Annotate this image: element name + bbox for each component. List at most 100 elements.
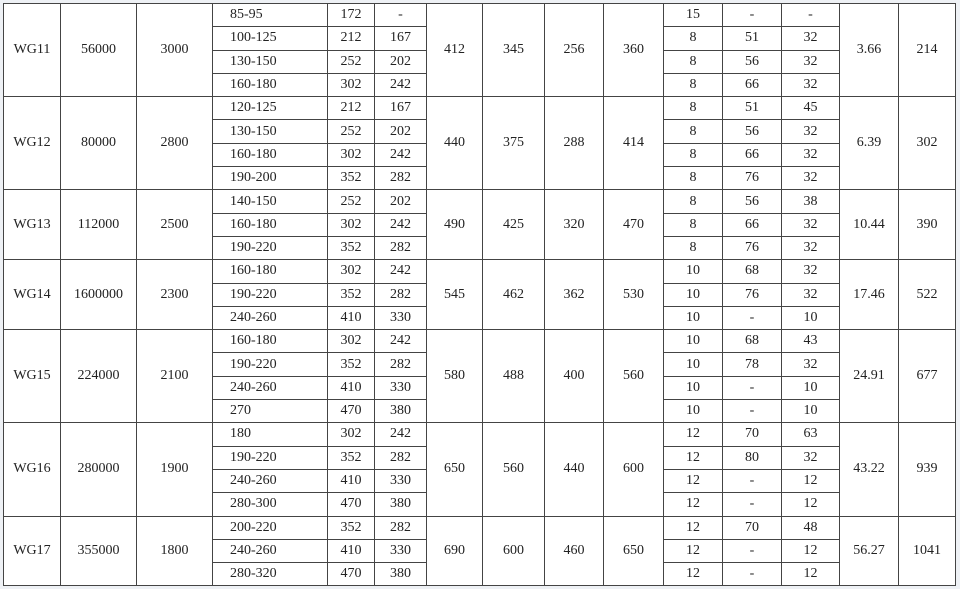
weight-cell: 56.27 — [839, 515, 899, 587]
value-cell: 242 — [374, 329, 427, 354]
value-cell: 202 — [374, 49, 427, 74]
value-cell: 66 — [722, 212, 782, 237]
value-cell: 32 — [781, 212, 840, 237]
value-cell: 12 — [663, 562, 723, 587]
value-cell: 56 — [722, 119, 782, 144]
value-cell: 38 — [781, 189, 840, 214]
value-cell: 15 — [663, 2, 723, 28]
value-cell: 282 — [374, 166, 427, 191]
value-cell: 1041 — [898, 515, 956, 587]
value-cell: - — [722, 538, 782, 564]
value-cell: 330 — [374, 468, 427, 494]
value-cell: 252 — [327, 49, 375, 74]
value-cell: 8 — [663, 189, 723, 214]
value-cell: 677 — [898, 329, 956, 424]
value-cell: 8 — [663, 49, 723, 74]
value-cell: 76 — [722, 235, 782, 261]
value-cell: - — [722, 375, 782, 401]
value-cell: 12 — [663, 422, 723, 447]
dimension-cell: 690 — [426, 515, 483, 587]
dimension-cell: 490 — [426, 189, 483, 261]
value-cell: 212 — [327, 96, 375, 121]
value-cell: 56000 — [60, 2, 137, 98]
value-cell: 302 — [327, 329, 375, 354]
value-cell: 302 — [327, 212, 375, 237]
range-cell: 190-220 — [212, 445, 328, 470]
value-cell: 32 — [781, 235, 840, 261]
value-cell: 202 — [374, 119, 427, 144]
value-cell: 66 — [722, 72, 782, 98]
dimension-cell: 600 — [603, 422, 664, 517]
dimension-cell: 545 — [426, 259, 483, 331]
value-cell: 51 — [722, 26, 782, 51]
value-cell: 330 — [374, 538, 427, 564]
value-cell: 2800 — [136, 96, 213, 191]
model-cell: WG12 — [3, 96, 61, 191]
table-row: 130-150 252 202 8 56 32 — [4, 49, 956, 74]
table-row: WG12 80000 2800 120-125 212 167 440 375 288 414 8 5… — [3, 96, 956, 191]
value-cell: 282 — [374, 515, 427, 540]
value-cell: 302 — [327, 72, 375, 98]
dimension-cell: 320 — [544, 189, 604, 261]
value-cell: 66 — [722, 142, 782, 168]
value-cell: 2300 — [136, 259, 213, 331]
value-cell: 48 — [781, 515, 840, 540]
value-cell: 167 — [374, 96, 427, 121]
value-cell: 3000 — [136, 2, 213, 98]
dimension-cell: 600 — [482, 515, 545, 587]
weight-cell: 24.91 — [839, 329, 899, 424]
range-cell: 280-300 — [212, 492, 328, 517]
dimension-cell: 580 — [426, 329, 483, 424]
value-cell: 12 — [781, 468, 840, 494]
range-cell: 130-150 — [212, 49, 328, 74]
value-cell: 282 — [374, 445, 427, 470]
dimension-cell: 400 — [544, 329, 604, 424]
value-cell: 43 — [781, 329, 840, 354]
value-cell: 470 — [327, 399, 375, 424]
table-body: WG11 56000 3000 85-95 172-412 345 256 360 15- -3.… — [3, 2, 956, 587]
range-cell: 240-260 — [212, 538, 328, 564]
value-cell: 56 — [722, 189, 782, 214]
value-cell: 1800 — [136, 515, 213, 587]
range-cell: 190-220 — [212, 282, 328, 307]
value-cell: 68 — [722, 259, 782, 284]
range-cell: 100-125 — [212, 26, 328, 51]
value-cell: 470 — [327, 562, 375, 587]
dimension-cell: 650 — [426, 422, 483, 517]
value-cell: 8 — [663, 26, 723, 51]
value-cell: 80 — [722, 445, 782, 470]
value-cell: 8 — [663, 166, 723, 191]
table-row: 280-320 470 380 12-12 — [4, 562, 956, 587]
value-cell: - — [722, 492, 782, 517]
value-cell: 12 — [663, 468, 723, 494]
value-cell: 242 — [374, 422, 427, 447]
value-cell: 172 — [327, 2, 375, 28]
weight-cell: 10.44 — [839, 189, 899, 261]
value-cell: 8 — [663, 235, 723, 261]
spec-table-container: WG11 56000 3000 85-95 172-412 345 256 360 15- -3.… — [3, 2, 956, 587]
table-row: 240-260 410 330 10-10 — [4, 305, 956, 331]
value-cell: 45 — [781, 96, 840, 121]
table-row: 160-180 302 242 8 66 32 — [4, 142, 956, 168]
table-row: 190-220 352 282 8 76 32 — [4, 235, 956, 261]
range-cell: 160-180 — [212, 142, 328, 168]
value-cell: - — [781, 2, 840, 28]
value-cell: 167 — [374, 26, 427, 51]
value-cell: 10 — [663, 329, 723, 354]
value-cell: - — [722, 2, 782, 28]
range-cell: 160-180 — [212, 259, 328, 284]
value-cell: 224000 — [60, 329, 137, 424]
dimension-cell: 440 — [544, 422, 604, 517]
dimension-cell: 345 — [482, 2, 545, 98]
value-cell: 282 — [374, 235, 427, 261]
value-cell: 352 — [327, 235, 375, 261]
value-cell: - — [722, 399, 782, 424]
value-cell: 32 — [781, 119, 840, 144]
range-cell: 240-260 — [212, 305, 328, 331]
dimension-cell: 650 — [603, 515, 664, 587]
table-row: WG15 224000 2100 160-180 302 242 580 488 400 560 1… — [3, 329, 956, 424]
value-cell: 410 — [327, 468, 375, 494]
table-row: WG13 112000 2500 140-150 252 202 490 425 320 470 8… — [3, 189, 956, 261]
table-row: WG11 56000 3000 85-95 172-412 345 256 360 15- -3.… — [3, 2, 956, 98]
range-cell: 160-180 — [212, 212, 328, 237]
